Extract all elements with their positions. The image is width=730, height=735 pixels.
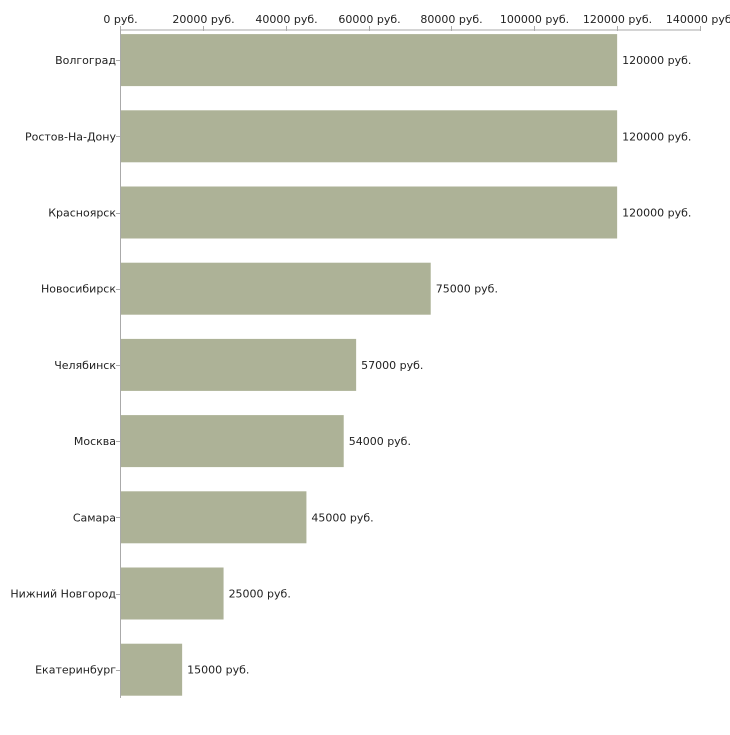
value-label: 75000 руб. <box>436 283 498 296</box>
category-label: Ростов-На-Дону <box>25 130 116 143</box>
bar <box>121 415 344 468</box>
bar <box>121 110 618 163</box>
bar <box>121 567 224 620</box>
x-tick-label: 20000 руб. <box>172 13 234 26</box>
category-label: Москва <box>74 435 116 448</box>
value-label: 120000 руб. <box>622 207 691 220</box>
category-label: Челябинск <box>54 359 116 372</box>
bar <box>121 338 357 391</box>
bars <box>121 34 618 696</box>
value-label: 54000 руб. <box>349 435 411 448</box>
x-tick-label: 100000 руб. <box>500 13 569 26</box>
value-label: 120000 руб. <box>622 54 691 67</box>
y-axis: Волгоград Ростов-На-Дону Красноярск Новосиб… <box>10 30 121 698</box>
value-label: 25000 руб. <box>229 588 291 601</box>
x-tick-label: 120000 руб. <box>583 13 652 26</box>
category-label: Волгоград <box>55 54 116 67</box>
category-label: Нижний Новгород <box>10 588 116 601</box>
bar <box>121 186 618 239</box>
x-axis: 0 руб. 20000 руб. 40000 руб. 60000 руб. 8000… <box>103 13 730 31</box>
bar <box>121 643 183 696</box>
x-tick-label: 40000 руб. <box>255 13 317 26</box>
value-label: 120000 руб. <box>622 130 691 143</box>
value-label: 45000 руб. <box>311 511 373 524</box>
value-label: 15000 руб. <box>187 664 249 677</box>
x-tick-label: 60000 руб. <box>338 13 400 26</box>
value-labels: 120000 руб. 120000 руб. 120000 руб. 75000 р… <box>187 54 691 677</box>
x-tick-label: 140000 руб. <box>666 13 730 26</box>
category-label: Красноярск <box>48 207 116 220</box>
category-label: Самара <box>73 511 116 524</box>
category-label: Екатеринбург <box>35 664 116 677</box>
category-label: Новосибирск <box>41 283 116 296</box>
value-label: 57000 руб. <box>361 359 423 372</box>
x-tick-label: 0 руб. <box>103 13 137 26</box>
bar <box>121 491 307 544</box>
bar <box>121 34 618 87</box>
bar <box>121 262 431 315</box>
x-tick-label: 80000 руб. <box>420 13 482 26</box>
